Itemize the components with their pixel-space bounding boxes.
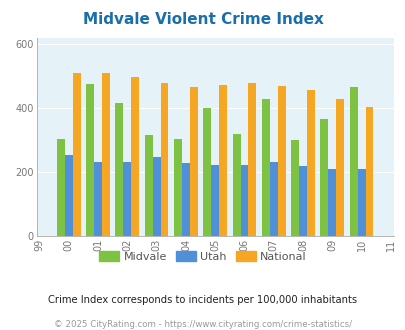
Bar (290, 140, 298, 236)
Bar (357, 169, 364, 236)
Bar (203, 108, 211, 236)
Bar (277, 86, 285, 236)
Bar (145, 135, 152, 236)
Bar (160, 83, 168, 236)
Bar (86, 84, 94, 236)
Bar (65, 154, 72, 236)
Bar (364, 107, 373, 236)
Bar (131, 77, 139, 236)
Bar (174, 139, 181, 236)
Bar (240, 165, 248, 236)
Bar (269, 162, 277, 236)
Bar (219, 85, 226, 236)
Bar (335, 99, 343, 236)
Legend: Midvale, Utah, National: Midvale, Utah, National (94, 247, 311, 267)
Bar (320, 119, 328, 236)
Text: Midvale Violent Crime Index: Midvale Violent Crime Index (82, 12, 323, 26)
Bar (57, 139, 65, 236)
Text: Crime Index corresponds to incidents per 100,000 inhabitants: Crime Index corresponds to incidents per… (48, 295, 357, 305)
Bar (232, 134, 240, 236)
Bar (115, 103, 123, 236)
Bar (349, 87, 357, 236)
Bar (298, 166, 306, 236)
Text: © 2025 CityRating.com - https://www.cityrating.com/crime-statistics/: © 2025 CityRating.com - https://www.city… (54, 320, 351, 329)
Bar (306, 90, 314, 236)
Bar (152, 157, 160, 236)
Bar (328, 169, 335, 236)
Bar (248, 83, 256, 236)
Bar (181, 163, 190, 236)
Bar (211, 165, 219, 236)
Bar (102, 73, 110, 236)
Bar (94, 162, 102, 236)
Bar (123, 162, 131, 236)
Bar (190, 87, 197, 236)
Bar (72, 73, 81, 236)
Bar (261, 99, 269, 236)
